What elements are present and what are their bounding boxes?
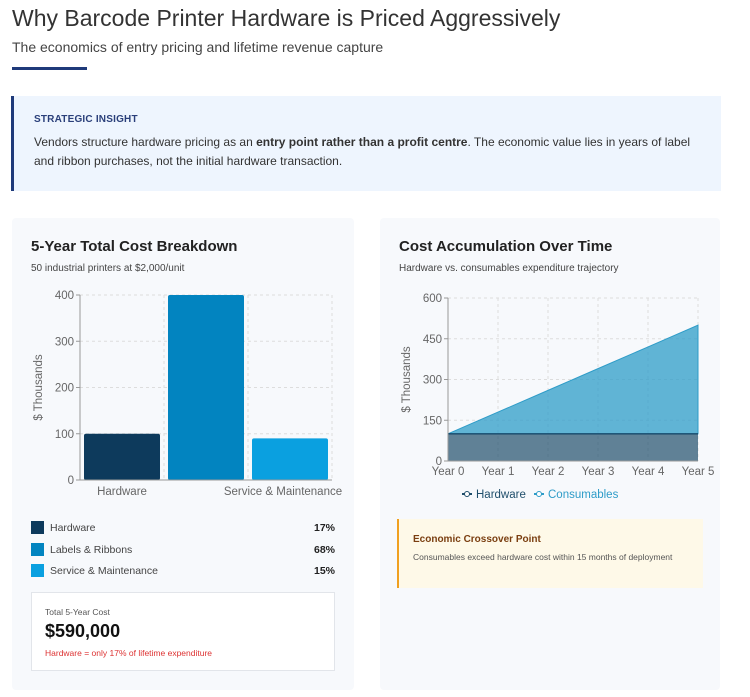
x-tick-label: Hardware [97,486,147,498]
crossover-title: Economic Crossover Point [413,534,541,545]
x-tick-label: Year 1 [482,466,515,478]
x-tick-label: Year 0 [432,466,465,478]
card-title: Cost Accumulation Over Time [399,238,613,255]
area-chart: 0 150 300 450 600 Year 0 Year 1 Year 2 Year 3 Yea… [401,293,715,501]
legend-swatch [31,564,44,577]
y-tick-label: 600 [423,293,442,305]
cost-accumulation-card: Cost Accumulation Over Time Hardware vs.… [380,218,720,690]
legend-label: Hardware [50,521,96,534]
y-tick-label: 400 [55,290,74,302]
card-subtitle: 50 industrial printers at $2,000/unit [31,263,185,274]
legend-item: Service & Maintenance 15% [31,564,335,577]
bar-hardware [84,433,160,480]
total-value: $590,000 [45,621,121,641]
area-hardware [448,433,698,461]
total-cost-box: Total 5-Year Cost $590,000 Hardware = on… [31,592,335,671]
legend-marker-icon [536,491,542,497]
x-tick-label: Year 4 [632,466,665,478]
legend-item: Hardware 17% [31,521,335,534]
y-tick-label: 200 [55,383,74,395]
y-axis-label: $ Thousands [401,346,413,413]
x-tick-label: Year 3 [582,466,615,478]
y-tick-label: 450 [423,334,442,346]
card-subtitle: Hardware vs. consumables expenditure tra… [399,263,619,274]
x-tick-label: Year 2 [532,466,565,478]
strategic-insight-callout: STRATEGIC INSIGHT Vendors structure hard… [11,96,721,191]
crossover-callout: Economic Crossover Point Consumables exc… [397,519,703,588]
total-label: Total 5-Year Cost [45,607,110,617]
insight-label: STRATEGIC INSIGHT [34,114,138,125]
legend-swatch [31,521,44,534]
y-tick-label: 0 [436,456,442,468]
y-tick-label: 300 [423,375,442,387]
crossover-text: Consumables exceed hardware cost within … [413,552,673,562]
y-tick-label: 100 [55,429,74,441]
y-tick-label: 300 [55,336,74,348]
insight-text-part: . The economic value lies in years of la… [34,135,691,168]
page-subtitle: The economics of entry pricing and lifet… [12,39,384,55]
y-tick-label: 150 [423,415,442,427]
legend-label: Service & Maintenance [50,564,158,577]
legend-item: Labels & Ribbons 68% [31,543,335,556]
bar-service-maintenance [252,438,328,480]
legend-percent: 17% [313,521,335,534]
insight-text-bold: entry point rather than a profit centre [256,135,468,149]
insight-text-part: Vendors structure hardware pricing as an [34,135,257,149]
y-tick-label: 0 [68,475,74,487]
legend-percent: 68% [313,543,335,556]
x-tick-label: Year 5 [682,466,715,478]
page-title: Why Barcode Printer Hardware is Priced A… [12,5,561,31]
cost-breakdown-card: 5-Year Total Cost Breakdown 50 industria… [12,218,354,690]
insight-text: Vendors structure hardware pricing as an… [34,133,701,171]
legend-marker-icon [464,491,470,497]
x-tick-label: Service & Maintenance [224,486,342,498]
legend-percent: 15% [313,564,335,577]
bar-chart: 0 100 200 300 400 Hardware Service & Maintenan… [33,290,342,498]
total-note: Hardware = only 17% of lifetime expendit… [45,648,213,658]
title-divider [12,67,87,70]
legend-swatch [31,543,44,556]
legend-label-consumables: Consumables [548,489,619,501]
y-axis-label: $ Thousands [33,354,45,421]
legend-label-hardware: Hardware [476,489,526,501]
bar-labels-ribbons [168,295,244,480]
legend-label: Labels & Ribbons [50,543,133,556]
card-title: 5-Year Total Cost Breakdown [31,238,238,255]
